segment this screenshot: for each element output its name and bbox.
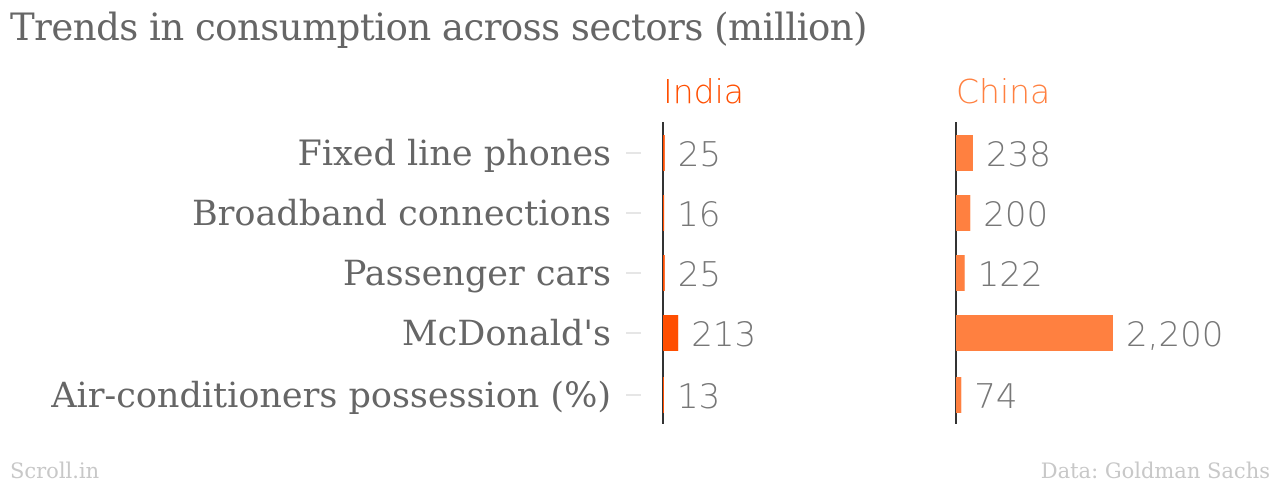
category-label: Passenger cars [343,254,611,294]
category-label: McDonald's [402,314,611,354]
bar [956,135,973,171]
data-source: Data: Goldman Sachs [1040,459,1270,483]
data-label: 13 [677,377,720,417]
series-header: China [956,72,1050,111]
bar [663,315,679,351]
category-label: Air-conditioners possession (%) [50,376,611,416]
data-label: 200 [983,195,1048,235]
chart-title: Trends in consumption across sectors (mi… [10,6,868,49]
data-label: 16 [677,195,720,235]
data-label: 238 [986,135,1051,175]
bar [956,255,965,291]
bar [663,255,665,291]
bar [956,315,1113,351]
bar [663,135,665,171]
bar [956,195,971,231]
data-label: 122 [978,255,1043,295]
data-label: 25 [678,255,721,295]
category-label: Broadband connections [192,194,611,234]
data-label: 2,200 [1126,315,1223,355]
data-label: 213 [691,315,756,355]
category-label: Fixed line phones [298,134,611,174]
bar [663,195,665,231]
series-header: India [663,72,744,111]
bar [956,377,962,413]
data-label: 74 [974,377,1017,417]
bar [663,377,664,413]
data-label: 25 [678,135,721,175]
source-credit: Scroll.in [10,459,100,483]
